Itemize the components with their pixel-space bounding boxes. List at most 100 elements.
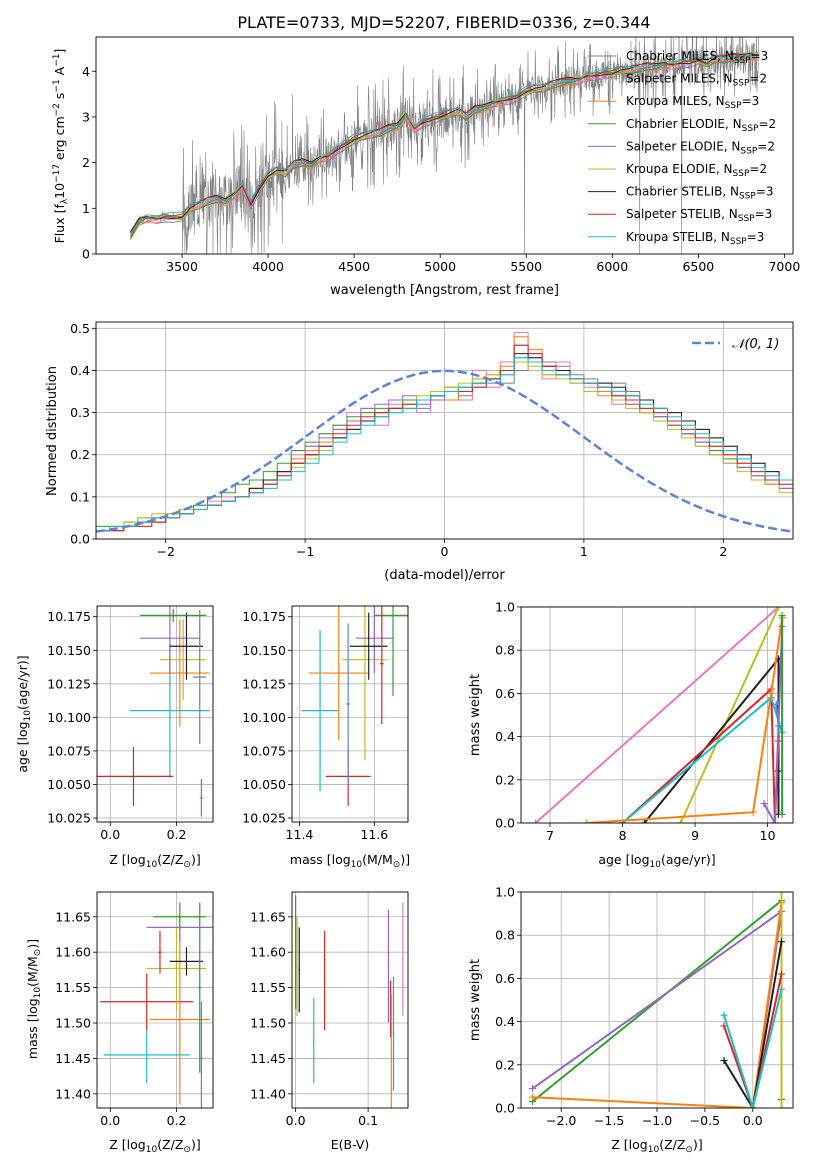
y-tick-label: 10.175 xyxy=(47,609,91,624)
x-tick-label: 7 xyxy=(546,828,554,843)
legend-label: Chabrier MILES, NSSP=3 xyxy=(626,49,768,66)
mass-vs-ebv-panel: 0.0 0.1 11.40 11.45 11.50 11.55 11.60 11.65 E(B-… xyxy=(250,891,409,1152)
weight-line xyxy=(586,617,784,823)
weight-marker xyxy=(778,938,786,946)
axes-frame xyxy=(520,891,794,1109)
y-tick-label: 10.025 xyxy=(242,810,286,825)
y-tick-label: 11.60 xyxy=(250,945,286,960)
spectrum-panel: 3500 4000 4500 5000 5500 6000 6500 7000 0 1 2 3 4 Cha… xyxy=(52,36,800,298)
legend-label: Salpeter MILES, NSSP=2 xyxy=(626,72,767,89)
y-tick-label: 10.100 xyxy=(47,710,91,725)
plot-area xyxy=(96,332,793,533)
y-tick-label: 11.60 xyxy=(55,945,91,960)
y-tick-label: 0.4 xyxy=(495,1014,515,1029)
weight-line xyxy=(723,973,783,1108)
x-axis-label: E(B-V) xyxy=(331,1137,370,1152)
y-tick-label: 10.075 xyxy=(242,743,286,758)
weight-line xyxy=(723,941,783,1108)
histogram-panel: −2 −1 0 1 2 0.0 0.1 0.2 0.3 0.4 0.5 𝒩(0, 1) (data-mo… xyxy=(45,321,794,583)
axes-frame xyxy=(95,36,794,255)
y-tick-label: 0.4 xyxy=(70,363,90,378)
y-tick-label: 11.65 xyxy=(55,909,91,924)
y-tick-label: 0 xyxy=(82,247,90,262)
weight-line xyxy=(621,695,784,823)
weight-marker xyxy=(778,985,786,993)
y-tick-label: 10.100 xyxy=(242,710,286,725)
axes-frame xyxy=(291,891,409,1109)
weight-marker xyxy=(774,722,782,730)
y-tick-label: 11.50 xyxy=(250,1016,286,1031)
plot-area xyxy=(294,895,404,1108)
y-tick-label: 0.2 xyxy=(70,447,90,462)
histogram-series xyxy=(96,332,793,532)
x-axis-label: (data-model)/error xyxy=(384,568,505,583)
y-tick-label: 0.3 xyxy=(70,405,90,420)
y-tick-label: 1 xyxy=(82,201,90,216)
weight-line xyxy=(679,607,780,823)
x-tick-label: 0.1 xyxy=(358,1113,378,1128)
legend-label: Kroupa STELIB, NSSP=3 xyxy=(626,230,764,247)
weight-marker xyxy=(532,819,540,823)
model-spectrum-line xyxy=(130,54,759,234)
weight-marker xyxy=(640,819,648,823)
x-tick-label: −2 xyxy=(156,544,174,559)
x-tick-label: 2 xyxy=(719,544,727,559)
y-tick-label: 10.150 xyxy=(47,643,91,658)
x-tick-label: −2.0 xyxy=(546,1113,576,1128)
weight-marker xyxy=(778,810,786,818)
model-spectrum-line xyxy=(130,53,759,236)
y-tick-label: 10.150 xyxy=(242,643,286,658)
x-tick-label: 5500 xyxy=(510,259,542,274)
weight-line xyxy=(532,902,783,1108)
weight-marker xyxy=(528,1093,536,1101)
mass-vs-z-panel: 0.0 0.2 11.40 11.45 11.50 11.55 11.60 11.65 Z [l… xyxy=(25,891,214,1155)
model-spectrum-line xyxy=(130,57,759,237)
y-tick-label: 11.40 xyxy=(250,1086,286,1101)
weight-marker xyxy=(677,819,685,823)
x-tick-label: −1.5 xyxy=(594,1113,624,1128)
x-tick-label: 9 xyxy=(691,828,699,843)
y-tick-label: 11.55 xyxy=(250,980,286,995)
y-tick-label: 11.55 xyxy=(55,980,91,995)
x-tick-label: 10 xyxy=(760,828,776,843)
x-axis-label: Z [log10(Z/Z⊙)] xyxy=(109,1137,200,1155)
x-tick-label: 0.2 xyxy=(167,1113,187,1128)
x-tick-label: −0.5 xyxy=(690,1113,720,1128)
x-tick-label: 3500 xyxy=(166,259,198,274)
weight-vs-age-panel: 7 8 9 10 0.0 0.2 0.4 0.6 0.8 1.0 mass weight age [l… xyxy=(468,600,794,870)
x-tick-label: 6500 xyxy=(682,259,714,274)
weight-marker xyxy=(778,612,786,620)
weight-marker xyxy=(720,1056,728,1064)
y-tick-label: 10.025 xyxy=(47,810,91,825)
age-vs-mass-panel: 11.4 11.6 10.025 10.050 10.075 10.100 10.125 10… xyxy=(242,605,410,870)
y-tick-label: 10.050 xyxy=(242,777,286,792)
x-axis-label: mass [log10(M/M⊙)] xyxy=(290,852,410,870)
x-tick-label: 0 xyxy=(441,544,449,559)
x-tick-label: −1.0 xyxy=(642,1113,672,1128)
y-tick-label: 11.45 xyxy=(55,1051,91,1066)
x-tick-label: 8 xyxy=(619,828,627,843)
x-tick-label: 0.2 xyxy=(167,827,187,842)
weight-line xyxy=(643,655,780,823)
x-axis-label: age [log10(age/yr)] xyxy=(598,852,715,870)
y-tick-label: 3 xyxy=(82,109,90,124)
y-tick-label: 2 xyxy=(82,155,90,170)
x-tick-label: 0.0 xyxy=(100,1113,120,1128)
y-tick-label: 0.0 xyxy=(495,816,515,831)
y-axis-label: mass weight xyxy=(468,674,483,756)
weight-marker xyxy=(767,689,775,697)
x-tick-label: 1 xyxy=(580,544,588,559)
plot-area xyxy=(528,892,786,1108)
legend-label: Kroupa MILES, NSSP=3 xyxy=(626,94,759,111)
weight-line xyxy=(763,626,784,823)
weight-line xyxy=(775,704,780,726)
y-tick-label: 0.6 xyxy=(495,971,515,986)
y-tick-label: 11.50 xyxy=(55,1016,91,1031)
weight-marker xyxy=(778,892,786,896)
x-tick-label: 11.6 xyxy=(360,827,388,842)
weight-marker xyxy=(582,819,590,823)
weight-marker xyxy=(778,970,786,978)
x-tick-label: 5000 xyxy=(424,259,456,274)
x-tick-label: −1 xyxy=(296,544,314,559)
